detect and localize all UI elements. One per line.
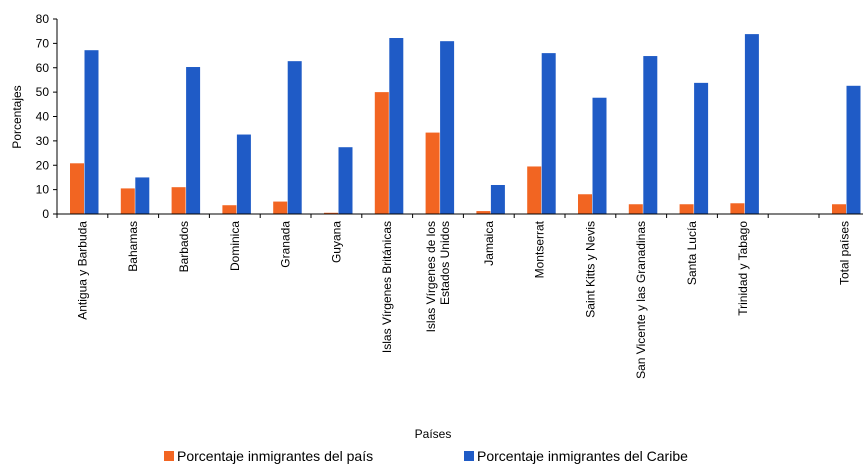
bar-inmigrantes-caribe: [846, 85, 861, 214]
x-axis-title: Países: [415, 427, 452, 440]
x-category-label: Trinidad y Tabago: [736, 221, 750, 316]
bar-inmigrantes-pais: [527, 166, 542, 214]
bar-inmigrantes-caribe: [186, 67, 201, 214]
x-category-label: Estados Unidos: [438, 221, 452, 305]
bars: [70, 34, 861, 215]
x-category-label: San Vicente y las Granadinas: [634, 221, 648, 379]
bar-inmigrantes-caribe: [592, 97, 607, 214]
legend-label-series-2: Porcentaje inmigrantes del Caribe: [477, 448, 688, 464]
bar-inmigrantes-caribe: [694, 82, 709, 214]
bar-chart: 0 10 20 30 40 50 60 70 80 Antigua y Barbuda Baham…: [10, 12, 863, 440]
legend-item-series-1: Porcentaje inmigrantes del país: [164, 448, 373, 464]
x-axis: Antigua y Barbuda Bahamas Barbados Dominica…: [56, 213, 863, 379]
legend-item-series-2: Porcentaje inmigrantes del Caribe: [464, 448, 688, 464]
bar-inmigrantes-caribe: [84, 50, 99, 215]
y-tick-label: 20: [36, 158, 50, 172]
bar-inmigrantes-caribe: [236, 134, 251, 214]
bar-inmigrantes-pais: [374, 92, 389, 214]
x-category-label: Guyana: [329, 221, 343, 263]
y-tick-label: 10: [36, 183, 50, 197]
bar-inmigrantes-caribe: [440, 41, 455, 215]
bar-inmigrantes-pais: [578, 194, 592, 214]
bar-inmigrantes-pais: [730, 203, 745, 214]
bar-inmigrantes-caribe: [541, 53, 556, 214]
bar-inmigrantes-pais: [70, 163, 84, 214]
legend-label-series-1: Porcentaje inmigrantes del país: [177, 448, 374, 464]
y-tick-label: 40: [36, 110, 50, 124]
legend-swatch-series-2: [464, 451, 474, 461]
x-category-label: Islas Vírgenes de los: [424, 221, 438, 332]
x-category-label: Saint Kitts y Nevis: [583, 221, 597, 318]
x-category-label: Dominica: [228, 221, 242, 271]
y-tick-label: 60: [36, 61, 50, 75]
x-category-label: Jamaica: [482, 221, 496, 266]
y-axis: 0 10 20 30 40 50 60 70 80: [36, 12, 58, 221]
y-tick-label: 0: [42, 207, 49, 221]
bar-inmigrantes-caribe: [338, 147, 353, 214]
bar-inmigrantes-pais: [628, 204, 643, 214]
bar-inmigrantes-pais: [476, 211, 491, 214]
x-category-label: Antigua y Barbuda: [75, 221, 89, 320]
bar-inmigrantes-caribe: [744, 34, 759, 214]
x-category-label: Islas Vírgenes Británicas: [380, 221, 394, 353]
y-tick-label: 80: [36, 12, 50, 26]
bar-inmigrantes-pais: [832, 204, 846, 214]
bar-inmigrantes-pais: [222, 205, 237, 214]
y-tick-label: 50: [36, 85, 50, 99]
bar-inmigrantes-caribe: [389, 38, 404, 215]
bar-inmigrantes-pais: [679, 204, 694, 214]
bar-inmigrantes-pais: [120, 188, 135, 214]
legend-swatch-series-1: [164, 451, 174, 461]
bar-inmigrantes-pais: [171, 187, 186, 214]
x-category-label: Bahamas: [126, 221, 140, 272]
bar-inmigrantes-pais: [273, 201, 288, 214]
legend: Porcentaje inmigrantes del país Porcenta…: [0, 445, 863, 465]
bar-inmigrantes-caribe: [643, 56, 658, 214]
x-category-label: Santa Lucía: [685, 221, 699, 285]
bar-inmigrantes-caribe: [135, 177, 150, 214]
y-tick-label: 30: [36, 134, 50, 148]
bar-inmigrantes-caribe: [287, 61, 302, 215]
x-category-label: Barbados: [177, 221, 191, 272]
x-category-label: Montserrat: [533, 220, 547, 278]
bar-inmigrantes-pais: [425, 132, 440, 214]
y-axis-title: Porcentajes: [10, 85, 24, 148]
x-category-label: Granada: [279, 221, 293, 268]
x-category-label: Total países: [837, 221, 851, 285]
y-tick-label: 70: [36, 36, 50, 50]
bar-inmigrantes-pais: [324, 212, 338, 214]
bar-inmigrantes-caribe: [490, 184, 505, 214]
